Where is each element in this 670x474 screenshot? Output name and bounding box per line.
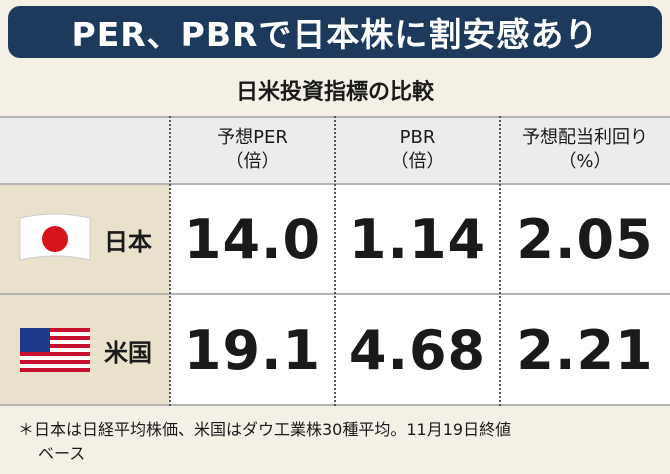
- cell: 2.21: [500, 294, 670, 406]
- row-name: 米国: [104, 338, 152, 367]
- column-unit: （倍）: [225, 151, 280, 172]
- cell: 19.1: [170, 294, 335, 406]
- header-corner: [0, 116, 170, 184]
- column-header: PBR （倍）: [335, 116, 500, 184]
- column-label: PBR: [399, 127, 436, 148]
- cell: 1.14: [335, 184, 500, 294]
- cell: 14.0: [170, 184, 335, 294]
- row-label: 米国: [0, 294, 170, 406]
- footnote: ベース: [38, 444, 86, 463]
- divider: [499, 116, 501, 406]
- japan-flag: [19, 213, 91, 261]
- cell: 2.05: [500, 184, 670, 294]
- us-flag: [20, 328, 90, 372]
- divider: [169, 116, 171, 406]
- column-unit: （%）: [558, 151, 612, 172]
- divider: [334, 116, 336, 406]
- footnote: ＊日本は日経平均株価、米国はダウ工業株30種平均。11月19日終値: [18, 420, 512, 439]
- title-banner: PER、PBRで日本株に割安感あり: [8, 6, 662, 58]
- column-header: 予想配当利回り （%）: [500, 116, 670, 184]
- column-header: 予想PER （倍）: [170, 116, 335, 184]
- column-label: 予想PER: [217, 127, 288, 148]
- title: PER、PBRで日本株に割安感あり: [71, 15, 599, 54]
- column-unit: （倍）: [390, 151, 445, 172]
- row-name: 日本: [104, 227, 152, 256]
- table: 予想PER （倍） PBR （倍） 予想配当利回り （%） 日本 14.0 1.14 …: [0, 116, 670, 406]
- row-label: 日本: [0, 184, 170, 294]
- subtitle: 日米投資指標の比較: [235, 80, 434, 105]
- cell: 4.68: [335, 294, 500, 406]
- column-label: 予想配当利回り: [522, 127, 648, 148]
